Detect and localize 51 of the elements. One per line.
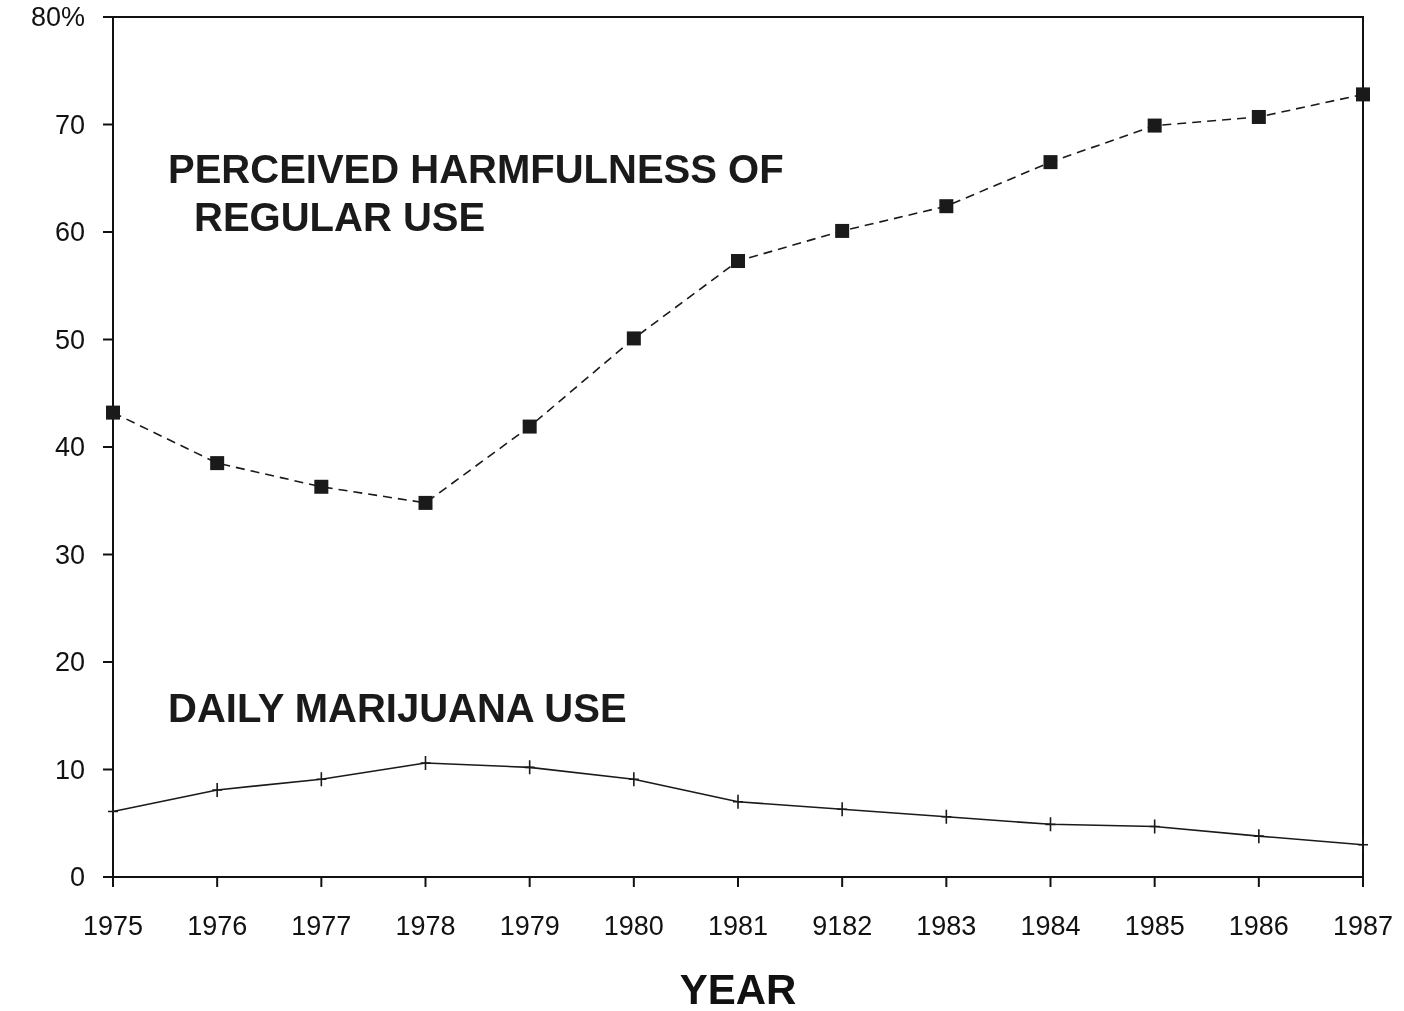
x-tick-label: 1983 (916, 911, 977, 941)
y-tick-label: 20 (54, 647, 85, 678)
y-tick-label: 80% (30, 2, 85, 33)
x-tick-label: 1979 (499, 911, 560, 941)
point (628, 771, 640, 787)
x-tick-label: 1977 (291, 911, 352, 941)
point (418, 495, 433, 510)
y-tick-label: 70 (54, 109, 85, 140)
point (835, 223, 850, 238)
series-label: PERCEIVED HARMFULNESS OF REGULAR USE (168, 147, 784, 239)
point (1251, 109, 1266, 124)
y-tick-label: 0 (69, 862, 85, 893)
point (626, 331, 641, 346)
x-tick-label: 9182 (812, 911, 873, 941)
y-tick-label: 30 (54, 539, 85, 570)
y-tick-label: 50 (54, 324, 85, 355)
x-axis-title: YEAR (679, 966, 797, 1011)
point (314, 479, 329, 494)
y-tick-label: 60 (54, 217, 85, 248)
point (732, 793, 744, 810)
x-tick-label: 1984 (1020, 911, 1081, 941)
x-tick-label: 1980 (603, 911, 664, 941)
series-label: DAILY MARIJUANA USE (168, 686, 627, 730)
point (1044, 816, 1057, 833)
point (1253, 828, 1265, 844)
x-tick-label: 1975 (82, 911, 144, 941)
x-tick-label: 1987 (1332, 911, 1394, 941)
x-tick-label: 1978 (395, 911, 456, 941)
point (940, 809, 953, 825)
point (731, 254, 745, 269)
point (107, 803, 119, 820)
point (1148, 818, 1161, 835)
point (522, 419, 537, 434)
point (419, 755, 432, 771)
x-tick-label: 1976 (187, 911, 248, 941)
x-tick-label: 1981 (707, 911, 769, 941)
point (523, 759, 536, 776)
y-tick-label: 40 (54, 432, 85, 463)
point (939, 199, 954, 214)
x-tick-label: 1985 (1124, 911, 1185, 941)
point (106, 405, 120, 420)
point (211, 782, 223, 798)
y-tick-label: 10 (54, 754, 85, 785)
point (836, 801, 848, 818)
point (1043, 155, 1058, 170)
point (315, 771, 328, 787)
point (1147, 118, 1162, 133)
point (210, 456, 225, 471)
point (1356, 87, 1370, 102)
x-tick-label: 1986 (1228, 911, 1289, 941)
point (1357, 836, 1369, 853)
